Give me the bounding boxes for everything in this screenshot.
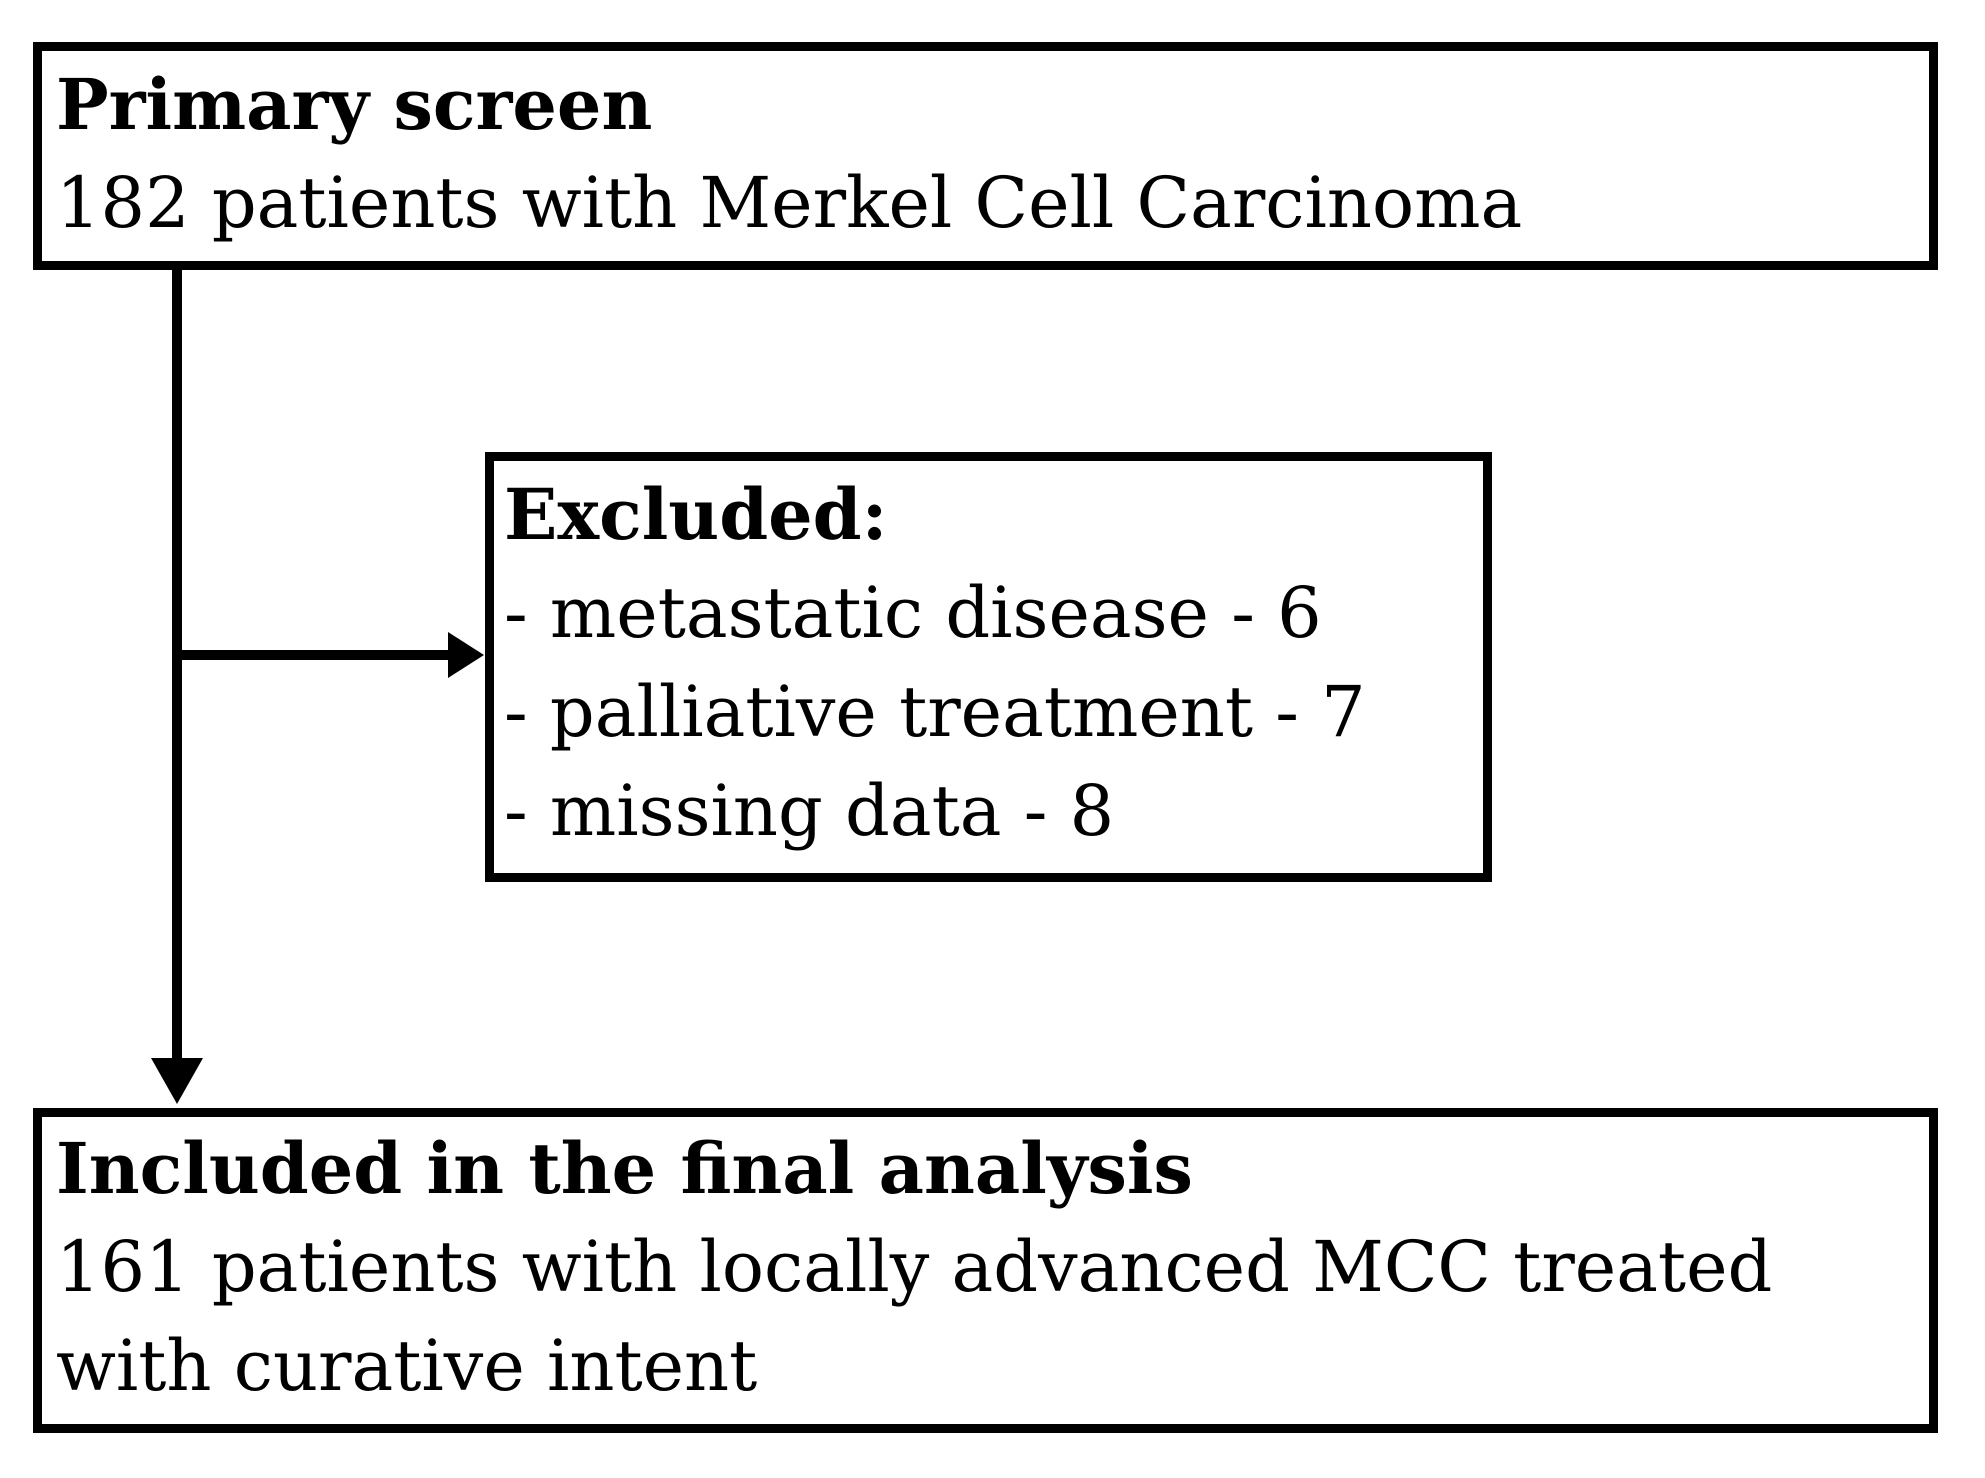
included-count-line-1: 161 patients with locally advanced MCC t… xyxy=(56,1226,1773,1308)
included-box: Included in the final analysis 161 patie… xyxy=(33,1108,1938,1433)
included-heading: Included in the final analysis xyxy=(56,1127,1193,1210)
excluded-item-palliative: - palliative treatment - 7 xyxy=(504,671,1366,753)
excluded-item-metastatic: - metastatic disease - 6 xyxy=(504,572,1322,654)
primary-screen-box: Primary screen 182 patients with Merkel … xyxy=(33,42,1938,270)
excluded-item-missing-data: - missing data - 8 xyxy=(504,770,1115,852)
primary-screen-heading: Primary screen xyxy=(56,63,653,146)
included-count-line-2: with curative intent xyxy=(56,1325,758,1407)
arrowhead-down-icon xyxy=(151,1058,203,1104)
connector-horizontal-line xyxy=(172,650,450,660)
primary-screen-count-line: 182 patients with Merkel Cell Carcinoma xyxy=(56,162,1523,244)
excluded-heading: Excluded: xyxy=(504,473,888,556)
arrowhead-right-icon xyxy=(448,632,484,678)
excluded-box: Excluded: - metastatic disease - 6 - pal… xyxy=(485,452,1492,882)
connector-vertical-line xyxy=(172,268,182,1060)
